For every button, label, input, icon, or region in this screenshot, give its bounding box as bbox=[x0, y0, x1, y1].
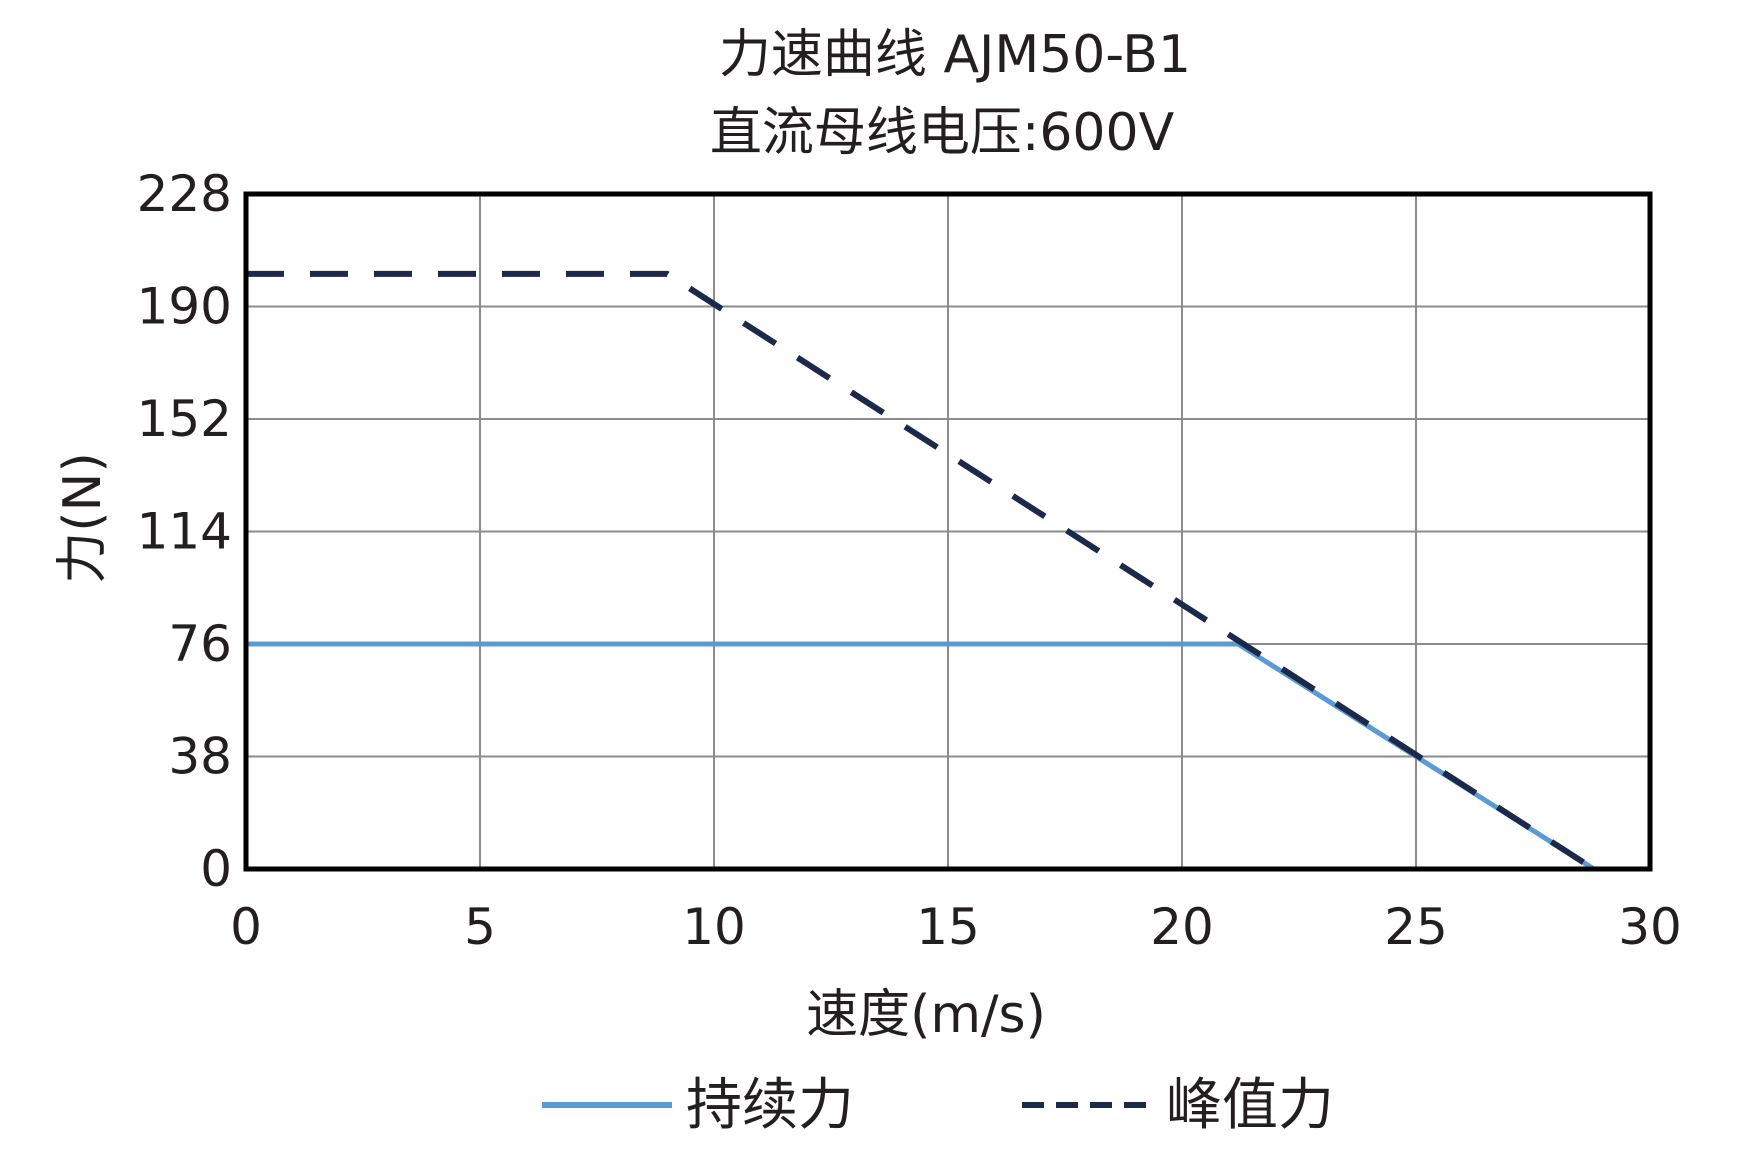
y-tick-label: 228 bbox=[137, 165, 232, 223]
x-tick-label: 25 bbox=[1384, 898, 1448, 956]
peak-force-line bbox=[246, 270, 1596, 872]
x-axis-ticks: 0 5 10 15 20 25 30 bbox=[230, 898, 1682, 956]
y-axis-label: 力(N) bbox=[53, 452, 113, 583]
chart-title: 力速曲线 AJM50-B1 bbox=[719, 25, 1191, 85]
legend-label: 持续力 bbox=[686, 1073, 854, 1138]
y-tick-label: 38 bbox=[168, 728, 232, 786]
x-tick-label: 15 bbox=[916, 898, 980, 956]
x-tick-label: 10 bbox=[682, 898, 746, 956]
y-tick-label: 76 bbox=[168, 615, 232, 673]
legend-label: 峰值力 bbox=[1166, 1073, 1334, 1138]
plot-frame bbox=[243, 191, 1653, 872]
x-axis-label: 速度(m/s) bbox=[806, 985, 1046, 1045]
legend: 持续力 峰值力 bbox=[542, 1073, 1334, 1138]
y-tick-label: 0 bbox=[200, 840, 232, 898]
y-axis-ticks: 0 38 76 114 152 190 228 bbox=[137, 165, 232, 898]
series-lines bbox=[246, 270, 1596, 872]
grid-lines bbox=[246, 194, 1650, 869]
x-tick-label: 30 bbox=[1618, 898, 1682, 956]
y-tick-label: 114 bbox=[137, 503, 232, 561]
x-tick-label: 0 bbox=[230, 898, 262, 956]
x-tick-label: 5 bbox=[464, 898, 496, 956]
y-tick-label: 190 bbox=[137, 278, 232, 336]
x-tick-label: 20 bbox=[1150, 898, 1214, 956]
y-tick-label: 152 bbox=[137, 390, 232, 448]
chart-subtitle: 直流母线电压:600V bbox=[710, 103, 1175, 163]
